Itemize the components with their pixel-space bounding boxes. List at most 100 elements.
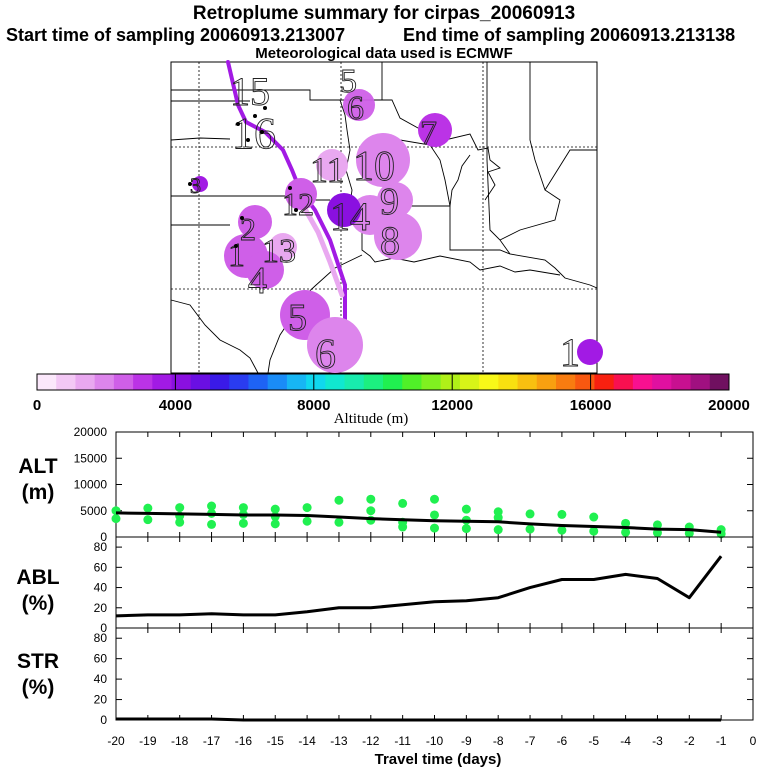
abl-ylabel-line1: ABL [16,566,59,589]
plume-circle-12 [285,178,317,210]
plume-circle-2 [238,205,272,239]
x-tick-label: -6 [557,734,568,748]
y-tick-label: 60 [94,560,108,574]
colorbar-cell [383,374,403,390]
x-tick-label: -18 [171,734,189,748]
colorbar-cell [306,374,326,390]
map-label-5a: 5 [340,63,357,100]
x-tick-label: -9 [461,734,472,748]
alt-point [238,518,248,528]
colorbar-cell [56,374,76,390]
alt-point [398,498,408,508]
abl-line [115,555,723,618]
colorbar-cell [152,374,173,390]
end-time-label: End time of sampling 20060913.213138 [403,25,736,45]
colorbar-cell [171,374,192,390]
alt-point [525,509,535,519]
colorbar-cell [556,374,576,390]
y-tick-label: 80 [94,540,108,554]
colorbar-cell [402,374,422,390]
plume-circle-10 [356,133,410,187]
alt-point [430,510,439,520]
colorbar-cell [363,374,384,390]
alt-point [143,515,153,525]
colorbar-cell [133,374,153,390]
plume-circle-13 [269,233,297,261]
plume-circle-11 [316,149,348,181]
colorbar-cell [517,374,538,390]
colorbar-cell [632,374,653,390]
alt-point [430,494,439,504]
plume-circle-6b [307,317,363,373]
colorbar-tick-label: 8000 [297,397,330,414]
map-label-1b: 1 [228,237,245,274]
alt-ylabel-line2: (m) [22,481,55,504]
alt-point [652,520,662,530]
start-time-label: Start time of sampling 20060913.213007 [6,25,346,45]
alt-point [589,526,599,536]
alt-point [207,519,217,529]
plume-circles [192,89,603,373]
colorbar-cell [267,374,288,390]
x-tick-label: -11 [394,734,411,748]
colorbar-cell [459,374,480,390]
alt-point [111,514,121,524]
alt-point [430,523,439,533]
y-tick-label: 60 [94,652,108,666]
x-tick-label: -17 [203,734,221,748]
alt-point [302,516,312,526]
map-endpoint-dots [188,106,298,248]
alt-point [143,503,153,513]
alt-point [493,525,503,535]
y-tick-label: 0 [100,621,107,635]
alt-point [270,519,280,529]
time-series-panels: 05000100001500020000020406080020406080-2… [74,425,757,748]
colorbar-cell [575,374,595,390]
colorbar-cell [75,374,96,390]
alt-point [621,527,631,537]
colorbar-cell [652,374,672,390]
x-tick-label: -12 [362,734,380,748]
colorbar-cell [37,374,57,390]
x-tick-label: -5 [588,734,599,748]
colorbar-cell [498,374,519,390]
colorbar-cell [248,374,269,390]
map-label-7: 7 [420,115,437,152]
str-ylabel-line1: STR [17,650,59,673]
alt-point [238,503,248,513]
x-tick-label: -16 [235,734,253,748]
x-tick-label: -14 [298,734,316,748]
alt-point [270,504,280,514]
map-label-13: 13 [262,233,296,270]
map-label-2: 2 [240,211,256,247]
map-label-5: 5 [288,297,307,339]
x-tick-label: -2 [684,734,695,748]
alt-point [207,501,217,511]
abl-ylabel-line2: (%) [22,592,55,615]
colorbar-cell [671,374,692,390]
colorbar-cells [37,374,730,390]
colorbar-label: Altitude (m) [334,411,409,427]
x-tick-label: -20 [107,734,125,748]
colorbar-tick-label: 12000 [431,397,473,414]
colorbar-cell [94,374,115,390]
y-tick-label: 20 [94,601,108,615]
map-label-4: 4 [248,260,267,302]
map-label-10: 10 [353,144,395,190]
trajectory-lines [226,60,347,322]
colorbar-cell [594,374,615,390]
x-tick-label: -3 [652,734,663,748]
y-tick-label: 5000 [80,504,107,518]
str-ylabel-line2: (%) [22,676,55,699]
alt-point [398,522,408,532]
x-tick-label: -15 [267,734,285,748]
colorbar-cell [479,374,499,390]
plume-circle-4 [246,251,284,289]
y-tick-label: 15000 [74,451,108,465]
x-tick-label: -4 [620,734,631,748]
colorbar-tick-label: 20000 [708,397,750,414]
colorbar-cell [113,374,134,390]
y-tick-label: 40 [94,672,108,686]
